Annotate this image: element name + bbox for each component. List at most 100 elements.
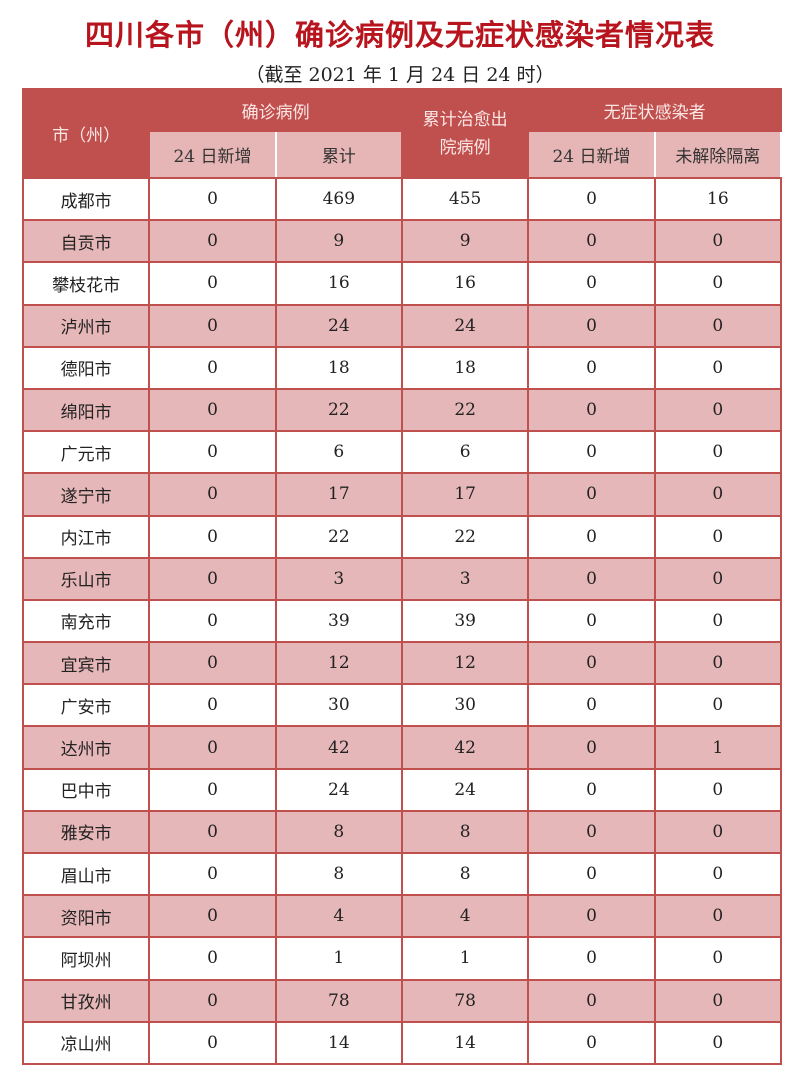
asym-new-cell: 0	[527, 430, 656, 475]
city-cell: 雅安市	[21, 809, 151, 855]
recovered-cell: 22	[400, 514, 530, 559]
confirmed-total-cell: 30	[274, 683, 403, 728]
confirmed-total-cell: 469	[274, 176, 403, 222]
city-cell: 阿坝州	[21, 936, 151, 981]
asym-new-cell: 0	[527, 219, 656, 264]
asym-isolated-cell: 0	[653, 345, 783, 390]
header-city: 市（州）	[21, 88, 151, 179]
recovered-cell: 24	[400, 767, 530, 812]
recovered-cell: 18	[400, 345, 530, 390]
recovered-cell: 6	[400, 430, 530, 475]
confirmed-new-cell: 0	[148, 219, 277, 264]
asym-isolated-cell: 0	[653, 894, 783, 939]
table-row: 资阳市 0 4 4 0 0	[21, 894, 783, 939]
confirmed-total-cell: 24	[274, 767, 403, 812]
confirmed-total-cell: 9	[274, 219, 403, 264]
table-row: 眉山市 0 8 8 0 0	[21, 851, 783, 897]
confirmed-total-cell: 4	[274, 894, 403, 939]
asym-new-cell: 0	[527, 1020, 656, 1065]
confirmed-total-cell: 8	[274, 809, 403, 855]
confirmed-new-cell: 0	[148, 725, 277, 770]
recovered-cell: 4	[400, 894, 530, 939]
confirmed-new-cell: 0	[148, 598, 277, 644]
asym-isolated-cell: 0	[653, 978, 783, 1023]
city-cell: 德阳市	[21, 345, 151, 390]
asym-isolated-cell: 0	[653, 809, 783, 855]
city-cell: 内江市	[21, 514, 151, 559]
table-row: 德阳市 0 18 18 0 0	[21, 345, 783, 390]
cases-table: 市（州） 确诊病例 累计治愈出院病例 无症状感染者 24 日新增 累计 24 日…	[21, 88, 783, 1065]
recovered-cell: 24	[400, 303, 530, 348]
asym-isolated-cell: 0	[653, 430, 783, 475]
city-cell: 绵阳市	[21, 387, 151, 433]
table-row: 甘孜州 0 78 78 0 0	[21, 978, 783, 1023]
table-row: 成都市 0 469 455 0 16	[21, 176, 783, 222]
table-row: 遂宁市 0 17 17 0 0	[21, 472, 783, 517]
table-row: 宜宾市 0 12 12 0 0	[21, 641, 783, 686]
table-row: 绵阳市 0 22 22 0 0	[21, 387, 783, 433]
recovered-cell: 14	[400, 1020, 530, 1065]
asym-new-cell: 0	[527, 556, 656, 601]
city-cell: 眉山市	[21, 851, 151, 897]
confirmed-total-cell: 22	[274, 514, 403, 559]
recovered-cell: 16	[400, 261, 530, 306]
table-row: 阿坝州 0 1 1 0 0	[21, 936, 783, 981]
asym-new-cell: 0	[527, 387, 656, 433]
table-row: 巴中市 0 24 24 0 0	[21, 767, 783, 812]
asym-new-cell: 0	[527, 809, 656, 855]
city-cell: 泸州市	[21, 303, 151, 348]
confirmed-new-cell: 0	[148, 641, 277, 686]
confirmed-total-cell: 16	[274, 261, 403, 306]
confirmed-new-cell: 0	[148, 430, 277, 475]
asym-isolated-cell: 0	[653, 1020, 783, 1065]
asym-isolated-cell: 0	[653, 556, 783, 601]
table-row: 达州市 0 42 42 0 1	[21, 725, 783, 770]
recovered-cell: 30	[400, 683, 530, 728]
confirmed-new-cell: 0	[148, 472, 277, 517]
asym-isolated-cell: 0	[653, 683, 783, 728]
table-row: 南充市 0 39 39 0 0	[21, 598, 783, 644]
city-cell: 自贡市	[21, 219, 151, 264]
asym-new-cell: 0	[527, 345, 656, 390]
recovered-cell: 17	[400, 472, 530, 517]
confirmed-total-cell: 3	[274, 556, 403, 601]
confirmed-new-cell: 0	[148, 303, 277, 348]
asym-new-cell: 0	[527, 303, 656, 348]
asym-new-cell: 0	[527, 936, 656, 981]
city-cell: 达州市	[21, 725, 151, 770]
header-asym-isolated: 未解除隔离	[653, 130, 783, 179]
confirmed-new-cell: 0	[148, 345, 277, 390]
table-row: 雅安市 0 8 8 0 0	[21, 809, 783, 855]
confirmed-new-cell: 0	[148, 894, 277, 939]
city-cell: 攀枝花市	[21, 261, 151, 306]
confirmed-new-cell: 0	[148, 514, 277, 559]
asym-new-cell: 0	[527, 978, 656, 1023]
confirmed-new-cell: 0	[148, 809, 277, 855]
confirmed-new-cell: 0	[148, 556, 277, 601]
recovered-cell: 42	[400, 725, 530, 770]
city-cell: 资阳市	[21, 894, 151, 939]
table-row: 内江市 0 22 22 0 0	[21, 514, 783, 559]
header-asymptomatic: 无症状感染者	[527, 88, 782, 132]
confirmed-new-cell: 0	[148, 261, 277, 306]
confirmed-total-cell: 42	[274, 725, 403, 770]
confirmed-total-cell: 1	[274, 936, 403, 981]
recovered-cell: 12	[400, 641, 530, 686]
header-confirmed-total: 累计	[274, 130, 403, 179]
confirmed-total-cell: 22	[274, 387, 403, 433]
asym-isolated-cell: 0	[653, 219, 783, 264]
asym-isolated-cell: 16	[653, 176, 783, 222]
asym-new-cell: 0	[527, 598, 656, 644]
asym-new-cell: 0	[527, 261, 656, 306]
page-subtitle: （截至 2021 年 1 月 24 日 24 时）	[245, 64, 555, 86]
table-row: 凉山州 0 14 14 0 0	[21, 1020, 783, 1065]
asym-isolated-cell: 0	[653, 261, 783, 306]
asym-isolated-cell: 0	[653, 514, 783, 559]
recovered-cell: 22	[400, 387, 530, 433]
asym-isolated-cell: 0	[653, 598, 783, 644]
recovered-cell: 39	[400, 598, 530, 644]
header-confirmed: 确诊病例	[148, 88, 403, 132]
asym-new-cell: 0	[527, 767, 656, 812]
confirmed-total-cell: 8	[274, 851, 403, 897]
asym-isolated-cell: 0	[653, 303, 783, 348]
